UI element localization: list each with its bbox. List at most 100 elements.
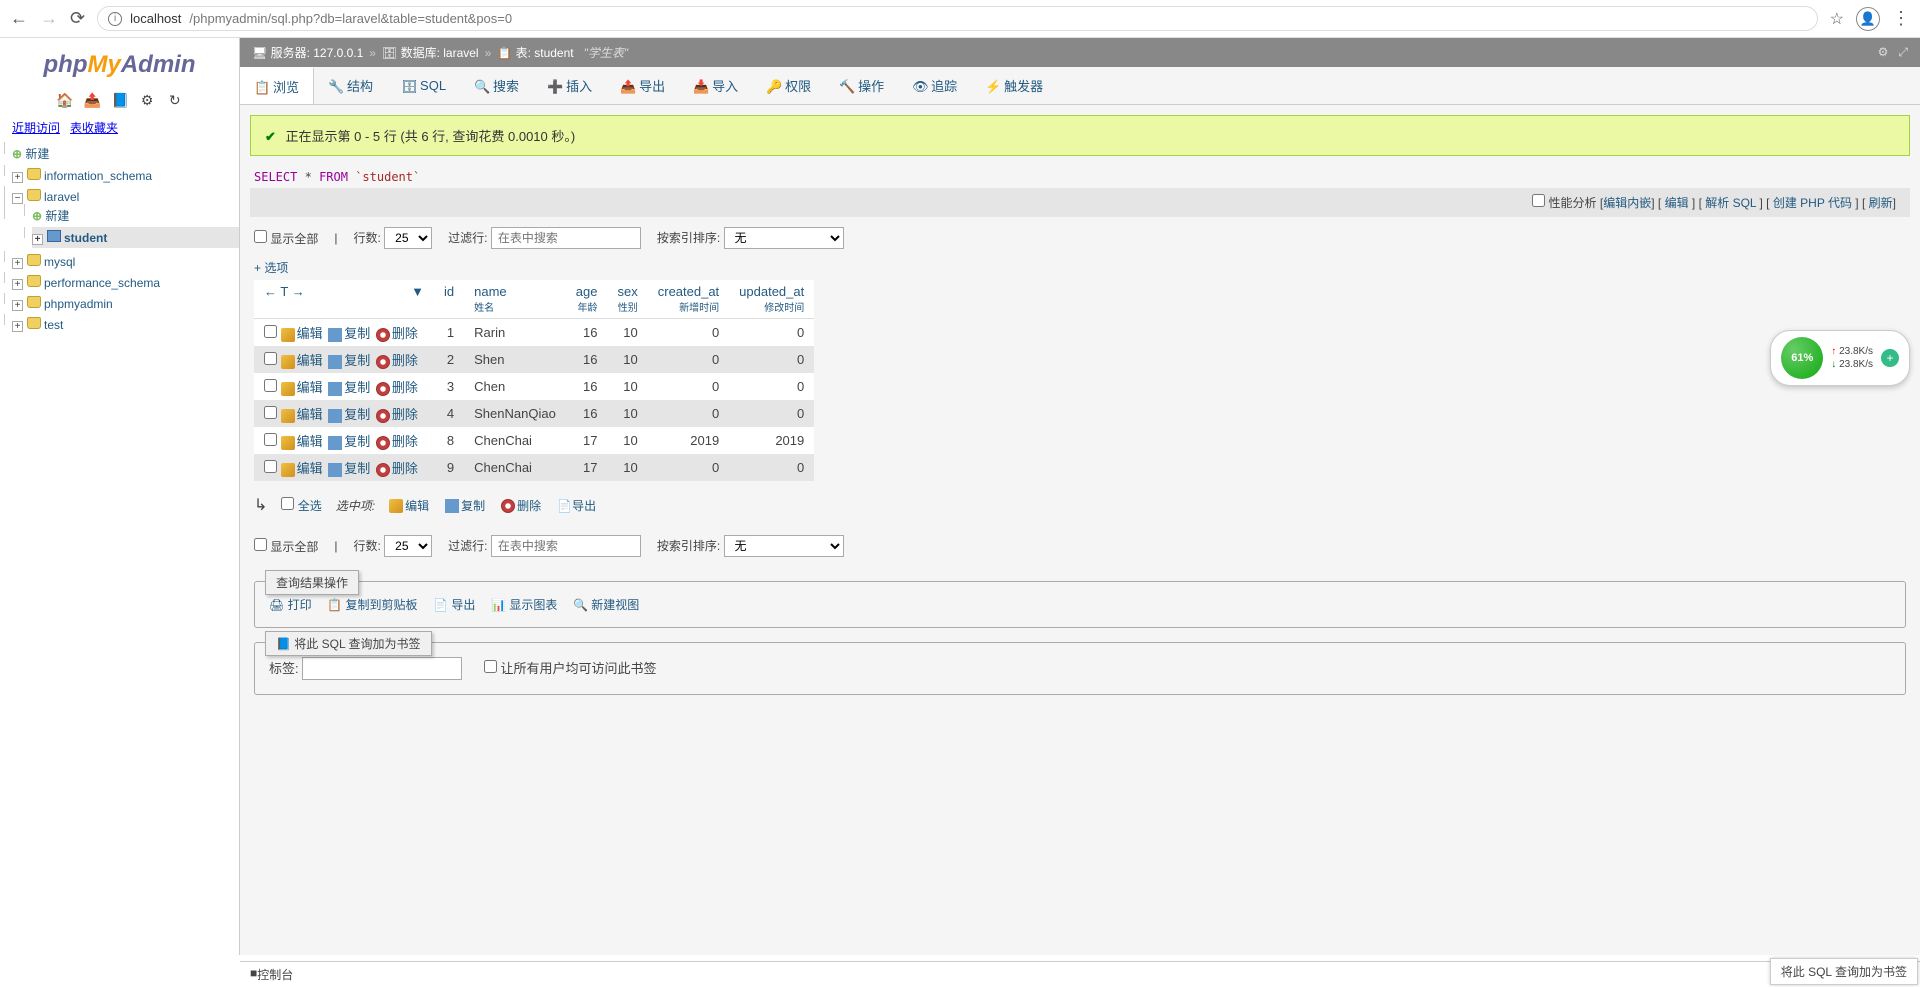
tab-浏览[interactable]: 📋浏览: [240, 67, 314, 104]
create-php-link[interactable]: 创建 PHP 代码: [1773, 196, 1852, 210]
row-checkbox[interactable]: [264, 406, 277, 419]
row-checkbox[interactable]: [264, 325, 277, 338]
row-delete-link[interactable]: 删除: [376, 326, 418, 341]
tab-SQL[interactable]: 🗄SQL: [387, 67, 460, 104]
recent-tab[interactable]: 近期访问: [12, 121, 60, 135]
settings-icon[interactable]: ⚙: [139, 92, 155, 108]
tree-db-information_schema[interactable]: +information_schema: [12, 165, 239, 186]
row-delete-link[interactable]: 删除: [376, 380, 418, 395]
database-crumb[interactable]: 🗄 数据库: laravel: [382, 44, 479, 61]
row-copy-link[interactable]: 复制: [328, 326, 370, 341]
url-bar[interactable]: i localhost/phpmyadmin/sql.php?db=larave…: [97, 6, 1818, 31]
tab-权限[interactable]: 🔑权限: [752, 67, 825, 104]
tree-new[interactable]: ⊕ 新建: [12, 142, 239, 165]
col-age[interactable]: age年龄: [566, 280, 608, 319]
logout-icon[interactable]: 📤: [84, 92, 100, 108]
chart-link[interactable]: 📊 显示图表: [491, 598, 557, 612]
row-edit-link[interactable]: 编辑: [281, 461, 323, 476]
bookmark-label-input[interactable]: [302, 657, 462, 680]
profile-avatar-icon[interactable]: 👤: [1856, 7, 1880, 31]
row-edit-link[interactable]: 编辑: [281, 434, 323, 449]
forward-button[interactable]: →: [40, 8, 58, 29]
row-edit-link[interactable]: 编辑: [281, 407, 323, 422]
edit-inline-link[interactable]: 编辑内嵌: [1603, 196, 1651, 210]
tree-db-test[interactable]: +test: [12, 314, 239, 335]
network-add-icon[interactable]: +: [1881, 349, 1899, 367]
select-all-link[interactable]: 全选: [298, 499, 322, 513]
bookmark-float-button[interactable]: 将此 SQL 查询加为书签: [1770, 958, 1918, 985]
bulk-export-link[interactable]: 📄导出: [557, 497, 596, 514]
row-delete-link[interactable]: 删除: [376, 353, 418, 368]
network-monitor-widget[interactable]: 61% ↑ 23.8K/s ↓ 23.8K/s +: [1770, 330, 1910, 386]
clipboard-link[interactable]: 📋 复制到剪贴板: [327, 598, 417, 612]
tab-操作[interactable]: 🔨操作: [825, 67, 898, 104]
select-all-checkbox[interactable]: [281, 497, 294, 510]
phpmyadmin-logo[interactable]: phpMyAdmin: [0, 43, 239, 87]
row-edit-link[interactable]: 编辑: [281, 326, 323, 341]
bulk-edit-link[interactable]: 编辑: [389, 497, 429, 514]
filter-input[interactable]: [491, 227, 641, 249]
row-checkbox[interactable]: [264, 352, 277, 365]
sort-index-select-bottom[interactable]: 无: [724, 535, 844, 557]
sort-index-select[interactable]: 无: [724, 227, 844, 249]
col-sex[interactable]: sex性别: [608, 280, 648, 319]
create-view-link[interactable]: 🔍 新建视图: [573, 598, 639, 612]
explain-sql-link[interactable]: 解析 SQL: [1705, 196, 1756, 210]
console-bar[interactable]: ■ 控制台: [240, 961, 1920, 987]
rows-select[interactable]: 25: [384, 227, 432, 249]
row-copy-link[interactable]: 复制: [328, 353, 370, 368]
col-created_at[interactable]: created_at新增时间: [648, 280, 729, 319]
export-link[interactable]: 📄 导出: [433, 598, 475, 612]
tree-db-mysql[interactable]: +mysql: [12, 251, 239, 272]
collapse-icon[interactable]: ⤢: [1898, 45, 1908, 59]
favorites-tab[interactable]: 表收藏夹: [70, 121, 118, 135]
bulk-delete-link[interactable]: 删除: [501, 497, 541, 514]
row-copy-link[interactable]: 复制: [328, 407, 370, 422]
row-copy-link[interactable]: 复制: [328, 434, 370, 449]
show-all-checkbox-bottom[interactable]: [254, 538, 267, 551]
home-icon[interactable]: 🏠: [56, 92, 72, 108]
rows-select-bottom[interactable]: 25: [384, 535, 432, 557]
col-updated_at[interactable]: updated_at修改时间: [729, 280, 814, 319]
tree-db-laravel[interactable]: −laravel⊕ 新建+student: [12, 186, 239, 251]
row-copy-link[interactable]: 复制: [328, 461, 370, 476]
tree-item-新建[interactable]: ⊕ 新建: [32, 204, 239, 227]
row-edit-link[interactable]: 编辑: [281, 380, 323, 395]
tab-触发器[interactable]: ⚡触发器: [971, 67, 1057, 104]
show-all-checkbox[interactable]: [254, 230, 267, 243]
row-delete-link[interactable]: 删除: [376, 407, 418, 422]
edit-link[interactable]: 编辑: [1665, 196, 1689, 210]
page-settings-icon[interactable]: ⚙: [1878, 45, 1889, 59]
row-checkbox[interactable]: [264, 433, 277, 446]
docs-icon[interactable]: 📘: [112, 92, 128, 108]
reload-button[interactable]: ⟳: [70, 8, 85, 29]
tab-插入[interactable]: ➕插入: [533, 67, 606, 104]
row-delete-link[interactable]: 删除: [376, 461, 418, 476]
row-checkbox[interactable]: [264, 379, 277, 392]
back-button[interactable]: ←: [10, 8, 28, 29]
tree-item-student[interactable]: +student: [32, 227, 239, 248]
col-id[interactable]: id: [434, 280, 464, 319]
options-toggle[interactable]: + 选项: [240, 259, 1920, 276]
print-link[interactable]: 🖨 打印: [269, 598, 312, 612]
row-checkbox[interactable]: [264, 460, 277, 473]
tab-导入[interactable]: 📥导入: [679, 67, 752, 104]
reload-nav-icon[interactable]: ↻: [167, 92, 183, 108]
sort-direction-header[interactable]: ← T → ▼: [254, 280, 434, 319]
site-info-icon[interactable]: i: [108, 12, 122, 26]
tree-db-phpmyadmin[interactable]: +phpmyadmin: [12, 293, 239, 314]
bulk-copy-link[interactable]: 复制: [445, 497, 485, 514]
row-copy-link[interactable]: 复制: [328, 380, 370, 395]
table-crumb[interactable]: 📋 表: student: [497, 44, 573, 61]
tree-db-performance_schema[interactable]: +performance_schema: [12, 272, 239, 293]
row-edit-link[interactable]: 编辑: [281, 353, 323, 368]
tab-追踪[interactable]: 👁追踪: [898, 67, 971, 104]
row-delete-link[interactable]: 删除: [376, 434, 418, 449]
profiling-checkbox[interactable]: [1532, 194, 1545, 207]
tab-结构[interactable]: 🔧结构: [314, 67, 387, 104]
menu-dots-icon[interactable]: ⋮: [1892, 8, 1910, 29]
bookmark-share-checkbox[interactable]: [484, 660, 497, 673]
server-crumb[interactable]: 🖥 服务器: 127.0.0.1: [252, 44, 363, 61]
tab-搜索[interactable]: 🔍搜索: [460, 67, 533, 104]
tab-导出[interactable]: 📤导出: [606, 67, 679, 104]
